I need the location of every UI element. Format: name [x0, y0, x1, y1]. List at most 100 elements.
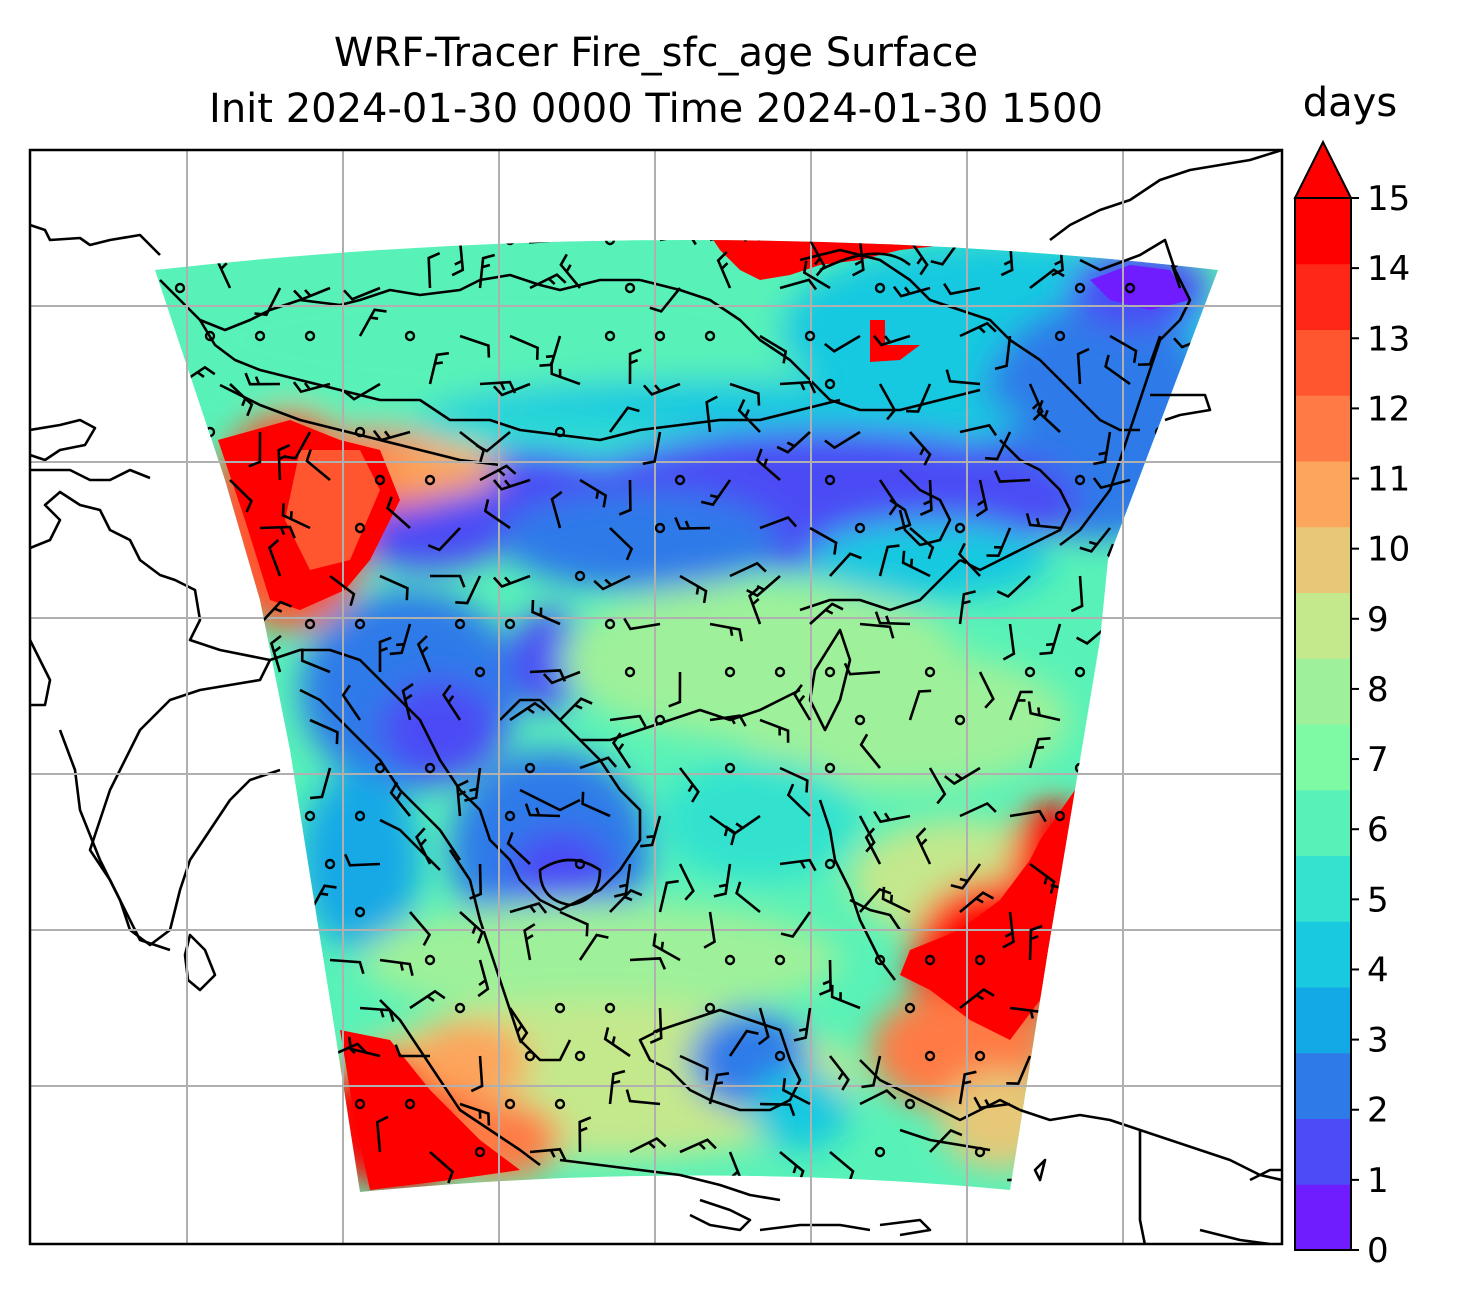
wind-barb [492, 478, 531, 491]
calm-circle [304, 810, 316, 822]
wind-barb [358, 308, 387, 337]
calm-circle [1074, 282, 1086, 294]
wind-barb [542, 670, 581, 685]
calm-circle [624, 666, 636, 678]
calm-circle [974, 954, 986, 966]
calm-circle [1174, 666, 1186, 678]
calm-circle [374, 474, 386, 486]
wind-barb [579, 756, 618, 770]
wind-barb [729, 561, 767, 578]
wind-barb [550, 490, 563, 529]
wind-barb [1208, 542, 1218, 577]
wind-barb [628, 348, 642, 385]
wind-barb [859, 1089, 897, 1106]
calm-circle [654, 330, 666, 342]
colorbar-segment [1295, 592, 1351, 659]
wind-barb [1029, 268, 1065, 290]
wind-barb [649, 1007, 663, 1044]
wind-barb [277, 444, 291, 481]
calm-circle [404, 1098, 416, 1110]
wind-barb [1028, 383, 1044, 421]
colorbar-tick-label: 2 [1367, 1091, 1389, 1131]
wind-barb [909, 431, 932, 466]
wind-barb [1028, 924, 1043, 961]
wind-barb [230, 1080, 261, 1106]
calm-circle [924, 666, 936, 678]
wind-barb [1230, 1050, 1266, 1060]
wind-barb [716, 251, 732, 289]
colorbar-segment [1295, 921, 1351, 988]
wind-barb [959, 321, 997, 338]
wind-barb [1078, 1030, 1111, 1057]
wind-barb [1079, 527, 1112, 553]
wind-barb [608, 1069, 626, 1105]
calm-circle [574, 570, 586, 582]
wind-barb [1028, 737, 1051, 769]
wind-barb [531, 599, 561, 626]
calm-circle [854, 522, 866, 534]
calm-circle [524, 762, 536, 774]
colorbar-segment [1295, 329, 1351, 396]
wind-barb [1070, 575, 1084, 613]
wind-barb [359, 1006, 395, 1022]
wind-barb [1036, 399, 1061, 433]
wind-barb [509, 701, 546, 722]
wind-barb [858, 815, 876, 853]
wind-barb [1128, 930, 1153, 961]
wind-barb [1179, 950, 1218, 963]
calm-circle [974, 1050, 986, 1062]
wind-barb [329, 958, 365, 975]
wind-barb [748, 586, 762, 625]
calm-circle [174, 1146, 186, 1158]
wind-barb [878, 479, 899, 516]
wind-barb [759, 334, 788, 364]
wind-barb [244, 372, 281, 386]
wind-barb [959, 891, 995, 913]
wind-barb [529, 273, 567, 290]
wind-barb [386, 496, 411, 529]
wind-barb [269, 634, 282, 673]
wind-barb [492, 574, 531, 589]
wind-barb [957, 542, 981, 577]
colorbar-segment [1295, 395, 1351, 462]
wind-barb [808, 240, 826, 277]
wind-barb [229, 479, 253, 513]
calm-circle [904, 1002, 916, 1014]
wind-barb [678, 767, 700, 803]
calm-circle [554, 1002, 566, 1014]
wind-barb [829, 1151, 855, 1184]
wind-barb [679, 574, 708, 604]
wind-barb [177, 989, 211, 1010]
wind-barb [959, 423, 998, 437]
wind-barb [578, 933, 609, 961]
wind-barb [861, 1055, 882, 1089]
wind-barb [509, 902, 548, 914]
wind-barb [1025, 512, 1061, 530]
wind-barb [442, 684, 462, 721]
calm-circle [724, 762, 736, 774]
wind-barb [881, 886, 911, 914]
wind-barb [429, 1151, 455, 1184]
wind-barb [389, 623, 412, 656]
wind-barb [428, 351, 450, 385]
wind-barb [492, 382, 531, 397]
calm-circle [454, 618, 466, 630]
wind-barb [728, 1029, 759, 1057]
wind-barb [1108, 1073, 1132, 1105]
colorbar-segment [1295, 987, 1351, 1054]
wind-barb [524, 803, 561, 818]
wind-barb [629, 957, 667, 970]
wind-barb [944, 766, 981, 786]
wind-barb [523, 240, 561, 244]
wind-barb [759, 515, 798, 530]
wind-barb [179, 1054, 205, 1087]
wind-barb [872, 334, 911, 347]
wind-barb [210, 863, 232, 896]
wind-barb [878, 383, 897, 421]
wind-barb [1230, 366, 1264, 385]
colorbar-segment [1295, 724, 1351, 791]
wind-barb [705, 395, 718, 433]
calm-circle [724, 954, 736, 966]
wind-barb [996, 575, 1031, 599]
wind-barb [709, 622, 743, 642]
